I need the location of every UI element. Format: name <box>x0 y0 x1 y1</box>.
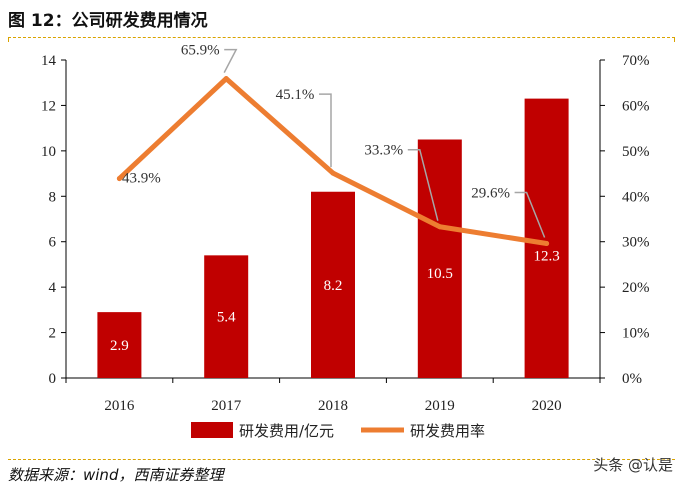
left-tick-label: 6 <box>49 235 57 251</box>
rate-value-label: 43.9% <box>122 171 161 187</box>
x-tick-label: 2018 <box>318 398 348 414</box>
rate-point <box>223 76 229 82</box>
right-tick-label: 40% <box>622 189 650 205</box>
rate-point <box>330 170 336 176</box>
rate-leader-line <box>407 148 439 221</box>
top-divider-right-tick <box>674 37 675 42</box>
bar-value-label: 2.9 <box>110 338 129 354</box>
left-tick-label: 0 <box>49 371 57 387</box>
legend-bar-swatch <box>191 422 233 438</box>
rate-value-label: 45.1% <box>276 87 315 103</box>
rate-value-label: 65.9% <box>181 43 220 59</box>
x-tick-label: 2017 <box>211 398 242 414</box>
rate-value-label: 29.6% <box>471 186 510 202</box>
bar <box>417 139 462 378</box>
left-tick-label: 4 <box>49 280 57 296</box>
bar-value-label: 5.4 <box>217 310 236 326</box>
source-note: 数据来源：wind，西南证券整理 <box>8 466 224 484</box>
left-tick-label: 8 <box>49 189 57 205</box>
right-tick-label: 10% <box>622 326 650 342</box>
bar-value-label: 10.5 <box>427 266 453 282</box>
bottom-divider <box>8 459 675 460</box>
right-tick-label: 50% <box>622 144 650 160</box>
bar <box>311 191 355 378</box>
right-tick-label: 70% <box>622 53 650 69</box>
figure-title: 图 12：公司研发费用情况 <box>8 11 208 31</box>
rate-value-label: 33.3% <box>364 143 403 159</box>
left-tick-label: 14 <box>41 53 57 69</box>
top-divider-left-tick <box>8 37 9 42</box>
watermark: 头条 @认是 <box>593 456 673 474</box>
legend-bar-label: 研发费用/亿元 <box>239 422 334 440</box>
rate-point <box>544 241 550 247</box>
left-tick-label: 10 <box>41 144 56 160</box>
bar <box>204 255 249 378</box>
x-tick-label: 2016 <box>104 398 135 414</box>
left-tick-label: 2 <box>49 326 57 342</box>
x-tick-label: 2019 <box>425 398 455 414</box>
right-tick-label: 20% <box>622 280 650 296</box>
left-tick-label: 12 <box>41 98 56 114</box>
bar <box>97 312 142 378</box>
rate-point <box>116 176 122 182</box>
right-tick-label: 60% <box>622 98 650 114</box>
rate-leader-line <box>319 93 332 168</box>
top-divider <box>8 37 675 38</box>
rate-leader-line <box>223 48 238 73</box>
right-tick-label: 0% <box>622 371 642 387</box>
bar <box>524 98 569 378</box>
x-tick-label: 2020 <box>532 398 562 414</box>
right-tick-label: 30% <box>622 235 650 251</box>
bar-value-label: 8.2 <box>324 278 343 294</box>
bar-value-label: 12.3 <box>533 249 559 265</box>
rate-point <box>437 224 443 230</box>
legend-line-label: 研发费用率 <box>410 422 485 440</box>
rate-leader-line <box>514 191 546 238</box>
